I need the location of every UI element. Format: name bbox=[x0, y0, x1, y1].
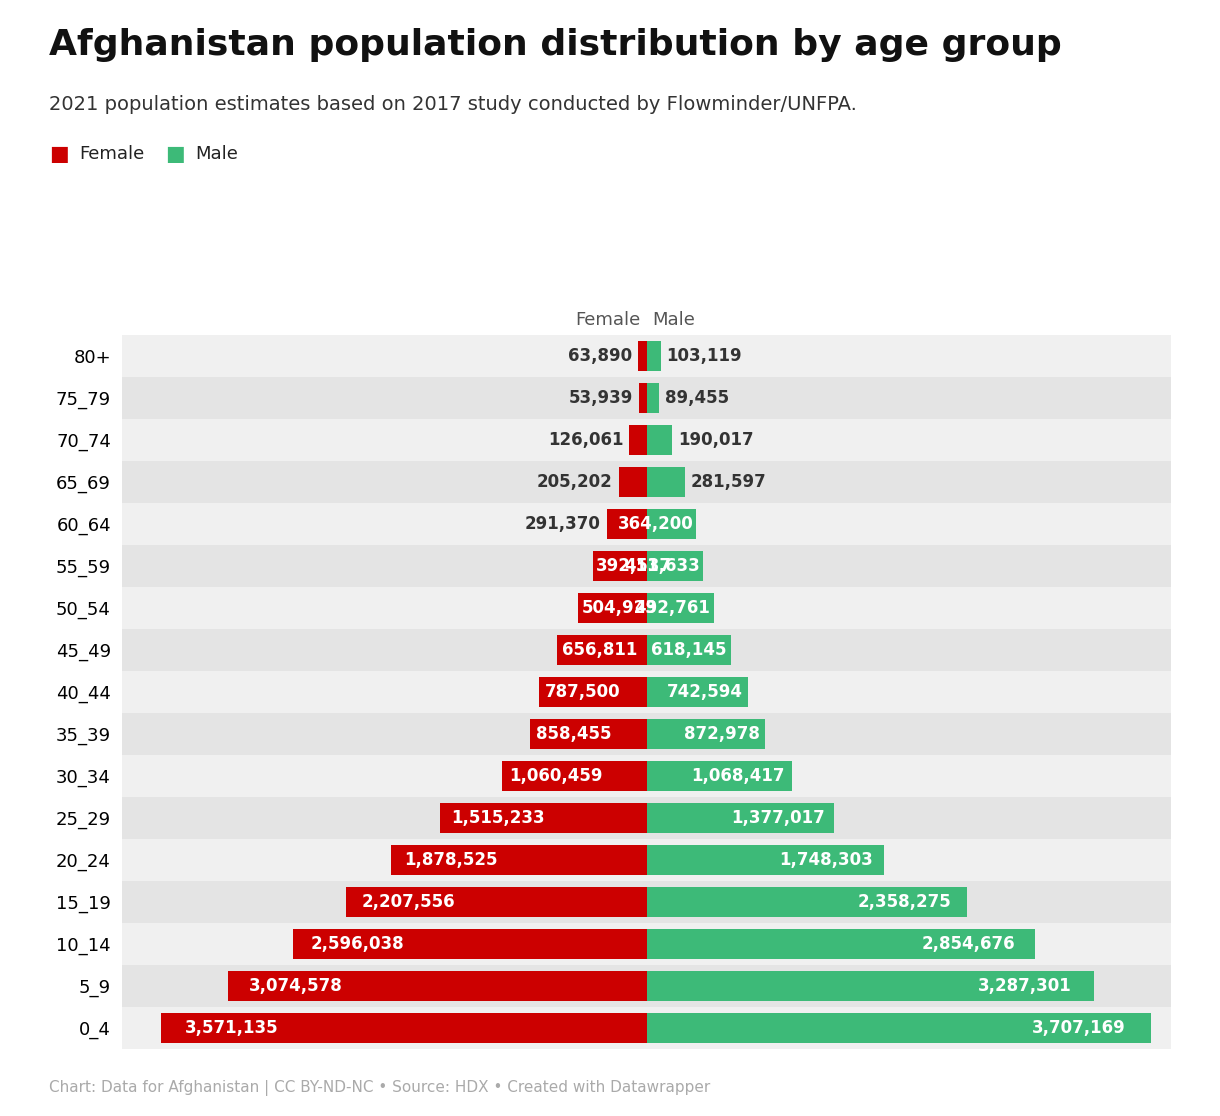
Text: 89,455: 89,455 bbox=[665, 388, 728, 407]
Text: 1,748,303: 1,748,303 bbox=[778, 852, 872, 869]
Bar bbox=[440, 802, 647, 833]
Text: Female: Female bbox=[79, 145, 144, 163]
Bar bbox=[647, 425, 672, 455]
Text: 364,200: 364,200 bbox=[617, 514, 694, 532]
Bar bbox=[647, 676, 748, 708]
Bar bbox=[608, 509, 647, 539]
Bar bbox=[647, 509, 697, 539]
Bar bbox=[647, 635, 731, 665]
Text: 1,878,525: 1,878,525 bbox=[404, 852, 498, 869]
Bar bbox=[647, 802, 834, 833]
Text: 53,939: 53,939 bbox=[569, 388, 633, 407]
Bar bbox=[647, 466, 684, 497]
Text: 126,061: 126,061 bbox=[548, 431, 623, 449]
Text: 63,890: 63,890 bbox=[567, 347, 632, 365]
Text: 411,633: 411,633 bbox=[625, 557, 700, 575]
Bar bbox=[639, 383, 647, 413]
Text: Female: Female bbox=[576, 311, 640, 329]
Bar bbox=[122, 965, 1171, 1007]
Bar bbox=[122, 1007, 1171, 1049]
Bar bbox=[630, 425, 647, 455]
Text: 2,358,275: 2,358,275 bbox=[858, 893, 952, 911]
Bar bbox=[578, 593, 647, 623]
Text: Male: Male bbox=[195, 145, 238, 163]
Bar bbox=[390, 845, 647, 875]
Bar bbox=[593, 551, 647, 581]
Bar bbox=[647, 593, 714, 623]
Bar bbox=[346, 887, 647, 917]
Bar bbox=[122, 335, 1171, 377]
Text: 872,978: 872,978 bbox=[683, 725, 759, 743]
Bar bbox=[647, 719, 765, 749]
Text: 281,597: 281,597 bbox=[691, 473, 766, 491]
Bar bbox=[122, 545, 1171, 587]
Text: 190,017: 190,017 bbox=[678, 431, 754, 449]
Text: 492,761: 492,761 bbox=[634, 599, 710, 617]
Text: 2021 population estimates based on 2017 study conducted by Flowminder/UNFPA.: 2021 population estimates based on 2017 … bbox=[49, 95, 856, 114]
Text: ■: ■ bbox=[49, 144, 68, 164]
Text: 1,515,233: 1,515,233 bbox=[450, 809, 544, 827]
Text: Male: Male bbox=[653, 311, 695, 329]
Bar bbox=[503, 761, 647, 791]
Bar bbox=[647, 340, 661, 371]
Bar bbox=[122, 629, 1171, 671]
Bar bbox=[228, 971, 647, 1001]
Text: 656,811: 656,811 bbox=[561, 641, 637, 658]
Text: 103,119: 103,119 bbox=[666, 347, 742, 365]
Bar bbox=[619, 466, 647, 497]
Bar bbox=[122, 923, 1171, 965]
Bar bbox=[122, 503, 1171, 545]
Bar bbox=[638, 340, 647, 371]
Text: 1,068,417: 1,068,417 bbox=[692, 767, 784, 785]
Bar bbox=[647, 971, 1094, 1001]
Text: 2,596,038: 2,596,038 bbox=[311, 935, 405, 953]
Bar bbox=[122, 461, 1171, 503]
Text: 1,377,017: 1,377,017 bbox=[731, 809, 825, 827]
Bar bbox=[647, 551, 703, 581]
Text: 205,202: 205,202 bbox=[537, 473, 612, 491]
Text: 392,537: 392,537 bbox=[595, 557, 672, 575]
Text: 3,571,135: 3,571,135 bbox=[185, 1019, 278, 1037]
Bar bbox=[647, 845, 884, 875]
Text: 1,060,459: 1,060,459 bbox=[510, 767, 603, 785]
Text: 504,923: 504,923 bbox=[582, 599, 658, 617]
Text: 2,854,676: 2,854,676 bbox=[922, 935, 1015, 953]
Bar bbox=[539, 676, 647, 708]
Bar bbox=[122, 671, 1171, 713]
Text: Chart: Data for Afghanistan | CC BY-ND-NC • Source: HDX • Created with Datawrapp: Chart: Data for Afghanistan | CC BY-ND-N… bbox=[49, 1080, 710, 1096]
Bar bbox=[529, 719, 647, 749]
Bar bbox=[558, 635, 647, 665]
Text: 3,287,301: 3,287,301 bbox=[977, 976, 1071, 995]
Bar bbox=[647, 761, 792, 791]
Bar bbox=[122, 713, 1171, 754]
Text: 2,207,556: 2,207,556 bbox=[361, 893, 455, 911]
Bar bbox=[122, 881, 1171, 923]
Bar bbox=[647, 929, 1035, 959]
Bar bbox=[293, 929, 647, 959]
Text: 618,145: 618,145 bbox=[651, 641, 726, 658]
Bar bbox=[647, 887, 967, 917]
Bar bbox=[122, 797, 1171, 839]
Bar bbox=[122, 377, 1171, 418]
Bar bbox=[122, 839, 1171, 881]
Bar bbox=[122, 418, 1171, 461]
Text: 787,500: 787,500 bbox=[545, 683, 621, 701]
Bar bbox=[122, 587, 1171, 629]
Text: 291,370: 291,370 bbox=[525, 514, 601, 532]
Bar bbox=[647, 383, 659, 413]
Bar bbox=[122, 754, 1171, 797]
Text: Afghanistan population distribution by age group: Afghanistan population distribution by a… bbox=[49, 28, 1061, 61]
Bar bbox=[647, 1013, 1150, 1043]
Text: 742,594: 742,594 bbox=[666, 683, 743, 701]
Text: ■: ■ bbox=[165, 144, 184, 164]
Text: 3,074,578: 3,074,578 bbox=[249, 976, 343, 995]
Text: 3,707,169: 3,707,169 bbox=[1032, 1019, 1126, 1037]
Text: 858,455: 858,455 bbox=[536, 725, 611, 743]
Bar bbox=[161, 1013, 647, 1043]
